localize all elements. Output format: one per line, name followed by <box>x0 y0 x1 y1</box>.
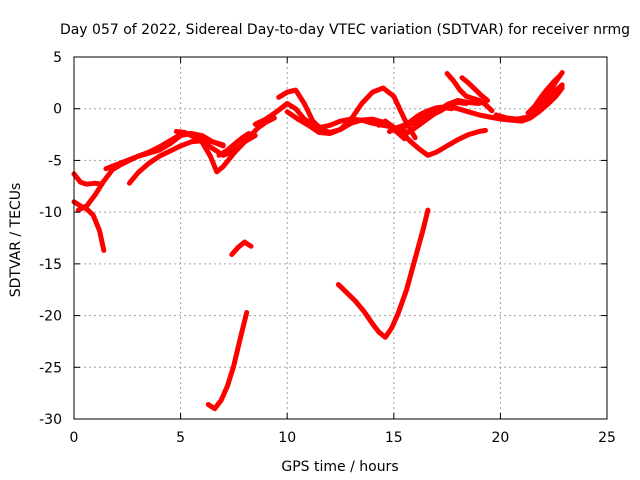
axis-ticks: 0 5 10 15 20 25 -30 -25 -20 -15 -10 -5 0 5 <box>39 50 616 446</box>
x-tick-label: 10 <box>278 430 296 446</box>
data-series-trace-18 <box>444 71 495 114</box>
x-tick-label: 0 <box>70 430 79 446</box>
y-tick-label: -5 <box>48 153 62 169</box>
y-tick-label: -10 <box>39 205 62 221</box>
chart-title: Day 057 of 2022, Sidereal Day-to-day VTE… <box>60 22 630 38</box>
plot-frame <box>73 56 608 420</box>
x-axis-label: GPS time / hours <box>281 459 398 475</box>
y-tick-label: 0 <box>53 102 62 118</box>
data-series-trace-1 <box>71 171 105 187</box>
data-series-trace-5 <box>126 138 226 186</box>
x-tick-label: 5 <box>176 430 185 446</box>
data-series-trace-19 <box>459 75 491 103</box>
x-tick-label: 20 <box>491 430 509 446</box>
data-series-trace-23 <box>525 73 563 116</box>
x-tick-label: 25 <box>598 430 616 446</box>
data-series-trace-20 <box>410 105 454 127</box>
y-tick-label: -20 <box>39 309 62 325</box>
data-series-trace-7 <box>216 131 252 158</box>
data-series-trace-8 <box>229 239 254 257</box>
y-axis-label: SDTVAR / TECUs <box>8 183 24 298</box>
y-tick-label: 5 <box>53 50 62 66</box>
data-series-trace-15 <box>399 104 525 131</box>
plot-area <box>71 70 565 412</box>
data-series-trace-2 <box>71 199 107 253</box>
data-series-trace-13 <box>335 207 431 340</box>
y-tick-label: -30 <box>39 412 62 428</box>
y-tick-label: -15 <box>39 257 62 273</box>
y-tick-label: -25 <box>39 360 62 376</box>
x-tick-label: 15 <box>385 430 403 446</box>
data-series-trace-9 <box>205 310 250 412</box>
data-series-trace-24 <box>519 85 565 124</box>
data-series-trace-10 <box>252 101 407 133</box>
